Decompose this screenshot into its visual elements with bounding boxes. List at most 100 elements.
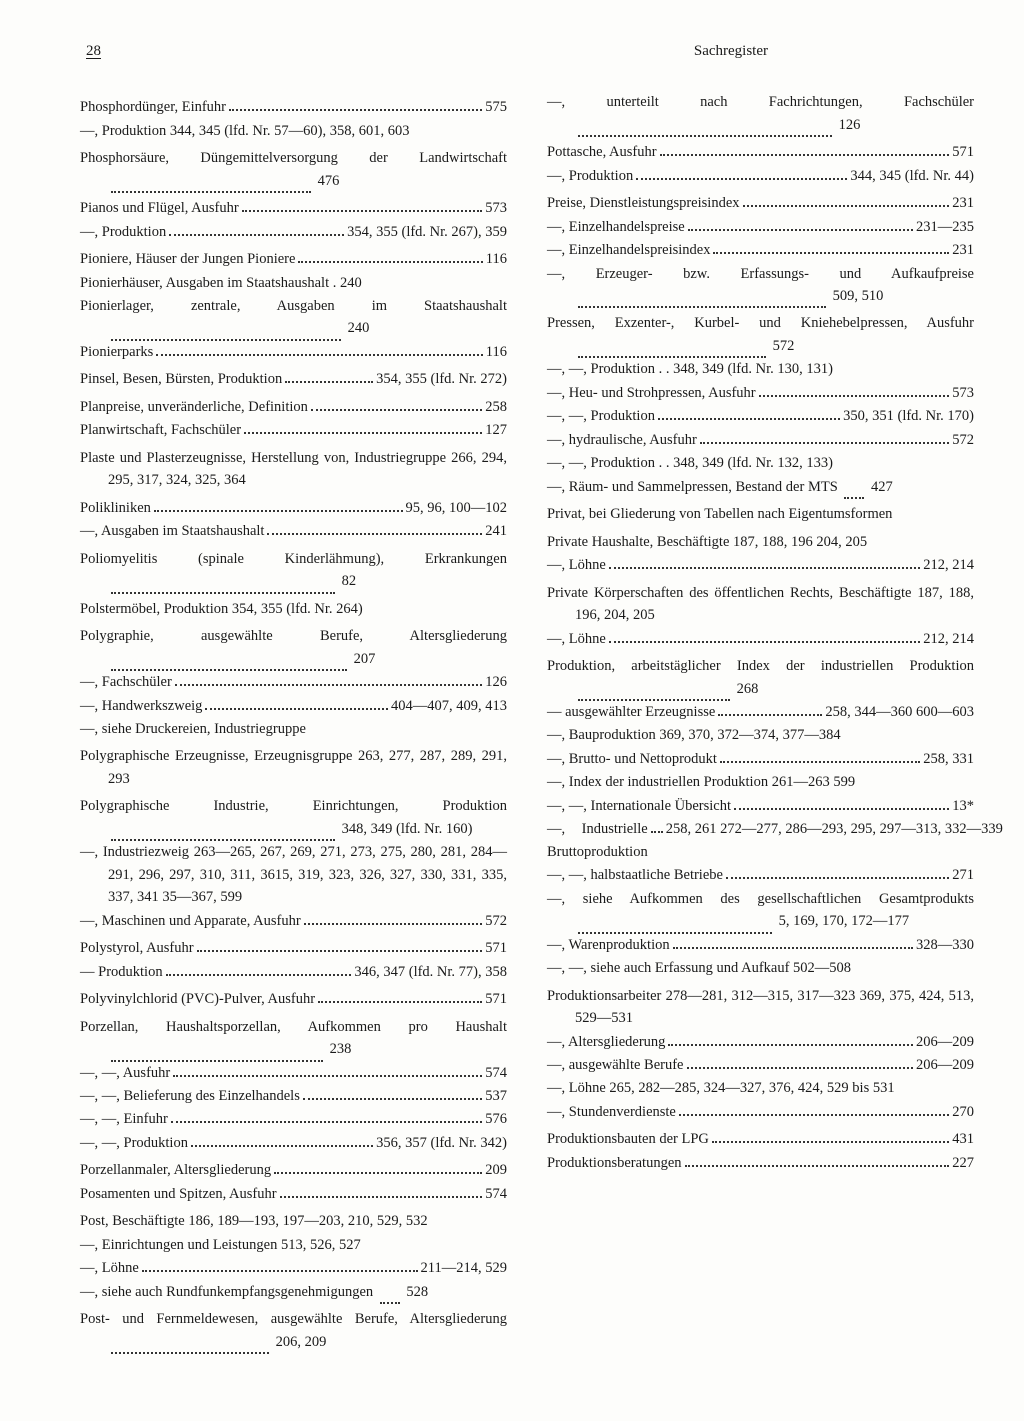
entry-text: Phosphordünger, Einfuhr: [80, 96, 226, 118]
index-entry: —, ausgewählte Berufe 206—209: [547, 1054, 974, 1076]
index-entry: Pionierlager, zentrale, Ausgaben im Staa…: [80, 295, 507, 340]
entry-pages: 241: [485, 520, 507, 542]
entry-pages: 206, 209: [272, 1334, 326, 1350]
index-entry: —, Heu- und Strohpressen, Ausfuhr 573: [547, 382, 974, 404]
index-entry: —, siehe Aufkommen des gesellschaftliche…: [547, 888, 974, 933]
index-entry: Post- und Fernmeldewesen, ausgewählte Be…: [80, 1308, 507, 1353]
entry-pages: 231: [952, 192, 974, 214]
dot-leader: [274, 1160, 482, 1174]
index-entry: —, Warenproduktion 328—330: [547, 934, 974, 956]
index-entry: Pottasche, Ausfuhr 571: [547, 141, 974, 163]
dot-leader: [718, 702, 822, 716]
entry-text: —, Stundenverdienste: [547, 1101, 676, 1123]
dot-leader: [844, 485, 864, 499]
dot-leader: [311, 397, 482, 411]
entry-pages: 354, 355 (lfd. Nr. 267), 359: [347, 221, 507, 243]
dot-leader: [578, 344, 766, 358]
index-entry: — ausgewählter Erzeugnisse 258, 344—360 …: [547, 701, 974, 723]
entry-pages: 238: [326, 1041, 351, 1057]
dot-leader: [685, 1153, 950, 1167]
index-entry: —, siehe auch Rundfunkempfangsgenehmigun…: [80, 1281, 507, 1303]
index-entry: Preise, Dienstleistungspreisindex 231: [547, 192, 974, 214]
dot-leader: [242, 198, 483, 212]
entry-pages: 206—209: [916, 1031, 974, 1053]
dot-leader: [578, 687, 730, 701]
entry-text: —, Löhne: [547, 554, 606, 576]
index-entry: Phosphorsäure, Düngemittelversorgung der…: [80, 147, 507, 192]
entry-pages: 126: [485, 671, 507, 693]
entry-pages: 356, 357 (lfd. Nr. 342): [376, 1132, 507, 1154]
index-entry: —, —, Einfuhr 576: [80, 1108, 507, 1130]
entry-text: —, hydraulische, Ausfuhr: [547, 429, 697, 451]
dot-leader: [171, 1109, 482, 1123]
entry-text: Polikliniken: [80, 497, 151, 519]
entry-pages: 576: [485, 1108, 507, 1130]
dot-leader: [380, 1290, 400, 1304]
dot-leader: [197, 938, 483, 952]
entry-pages: 572: [952, 429, 974, 451]
index-entry: Posamenten und Spitzen, Ausfuhr 574: [80, 1183, 507, 1205]
dot-leader: [720, 749, 920, 763]
entry-text: Pinsel, Besen, Bürsten, Produktion: [80, 368, 282, 390]
dot-leader: [267, 521, 482, 535]
entry-pages: 528: [403, 1284, 428, 1300]
entry-pages: 116: [486, 341, 507, 363]
dot-leader: [166, 961, 352, 975]
dot-leader: [285, 369, 373, 383]
dot-leader: [205, 695, 388, 709]
dot-leader: [713, 240, 949, 254]
dot-leader: [318, 989, 482, 1003]
dot-leader: [673, 934, 913, 948]
entry-text: —, —, Ausfuhr: [80, 1062, 170, 1084]
entry-pages: 574: [485, 1062, 507, 1084]
entry-pages: 258, 344—360 600—603: [825, 701, 974, 723]
entry-text: Polystyrol, Ausfuhr: [80, 937, 194, 959]
dot-leader: [578, 294, 826, 308]
entry-text: —, —, halbstaatliche Betriebe: [547, 864, 723, 886]
dot-leader: [726, 865, 949, 879]
entry-pages: 212, 214: [923, 554, 974, 576]
dot-leader: [111, 827, 335, 841]
index-entry: Planwirtschaft, Fachschüler 127: [80, 419, 507, 441]
index-entry: —, Brutto- und Nettoprodukt 258, 331: [547, 748, 974, 770]
entry-pages: 537: [485, 1085, 507, 1107]
index-entry: Post, Beschäftigte 186, 189—193, 197—203…: [80, 1210, 507, 1232]
entry-pages: 271: [952, 864, 974, 886]
entry-text: —, —, Produktion: [80, 1132, 188, 1154]
index-entry: — Produktion 346, 347 (lfd. Nr. 77), 358: [80, 961, 507, 983]
entry-text: Planpreise, unveränderliche, Definition: [80, 396, 308, 418]
index-entry: —, hydraulische, Ausfuhr 572: [547, 429, 974, 451]
entry-text: —, Altersgliederung: [547, 1031, 665, 1053]
index-entry: Pressen, Exzenter-, Kurbel- und Kniehebe…: [547, 312, 974, 357]
page-number: 28: [86, 40, 101, 63]
entry-pages: 571: [485, 988, 507, 1010]
entry-text: Porzellanmaler, Altersgliederung: [80, 1159, 271, 1181]
entry-text: Preise, Dienstleistungspreisindex: [547, 192, 740, 214]
index-entry: Plaste und Plasterzeugnisse, Herstellung…: [80, 447, 507, 492]
index-entry: Pioniere, Häuser der Jungen Pioniere 116: [80, 248, 507, 270]
index-entry: Polyvinylchlorid (PVC)-Pulver, Ausfuhr 5…: [80, 988, 507, 1010]
dot-leader: [111, 657, 347, 671]
index-entry: —, Löhne 212, 214: [547, 554, 974, 576]
entry-pages: 227: [952, 1152, 974, 1174]
dot-leader: [578, 123, 832, 137]
dot-leader: [700, 430, 949, 444]
dot-leader: [191, 1133, 373, 1147]
dot-leader: [660, 142, 950, 156]
index-entry: —, Räum- und Sammelpressen, Bestand der …: [547, 476, 974, 498]
index-entry: Poliomyelitis (spinale Kinderlähmung), E…: [80, 548, 507, 593]
entry-text: —, Produktion: [80, 221, 166, 243]
dot-leader: [175, 672, 482, 686]
entry-text: — ausgewählter Erzeugnisse: [547, 701, 715, 723]
dot-leader: [156, 342, 482, 356]
entry-pages: 575: [485, 96, 507, 118]
entry-pages: 354, 355 (lfd. Nr. 272): [376, 368, 507, 390]
dot-leader: [303, 1086, 482, 1100]
index-entry: —, Maschinen und Apparate, Ausfuhr 572: [80, 910, 507, 932]
index-entry: Pionierparks 116: [80, 341, 507, 363]
dot-leader: [658, 406, 840, 420]
entry-text: —, —, Belieferung des Einzelhandels: [80, 1085, 300, 1107]
index-entry: —, —, Produktion 356, 357 (lfd. Nr. 342): [80, 1132, 507, 1154]
entry-pages: 574: [485, 1183, 507, 1205]
index-entry: —, Industriezweig 263—265, 267, 269, 271…: [80, 841, 507, 908]
